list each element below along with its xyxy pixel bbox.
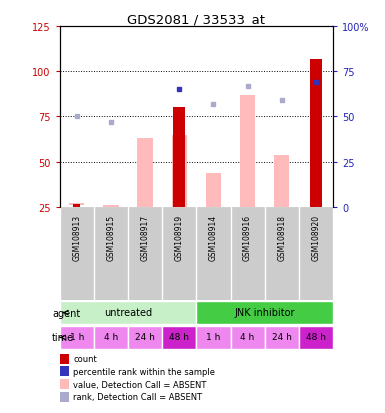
Text: GSM108915: GSM108915 (106, 214, 115, 260)
Text: 4 h: 4 h (241, 332, 255, 342)
Text: rank, Detection Call = ABSENT: rank, Detection Call = ABSENT (73, 392, 202, 401)
Text: agent: agent (52, 308, 80, 318)
Title: GDS2081 / 33533_at: GDS2081 / 33533_at (127, 13, 265, 26)
Bar (137, 139, 153, 207)
Text: 48 h: 48 h (169, 332, 189, 342)
Bar (60, 326, 94, 349)
Text: GSM108914: GSM108914 (209, 214, 218, 260)
Bar (231, 326, 264, 349)
Text: percentile rank within the sample: percentile rank within the sample (73, 367, 215, 376)
Text: 1 h: 1 h (70, 332, 84, 342)
Text: JNK inhibitor: JNK inhibitor (234, 307, 295, 317)
Bar (103, 206, 119, 207)
Bar (162, 326, 196, 349)
Text: GSM108920: GSM108920 (311, 214, 320, 260)
Bar (172, 135, 187, 207)
Bar (128, 326, 162, 349)
Text: value, Detection Call = ABSENT: value, Detection Call = ABSENT (73, 380, 206, 389)
Bar (173, 108, 185, 207)
Bar (196, 301, 333, 324)
Text: GSM108916: GSM108916 (243, 214, 252, 260)
Text: untreated: untreated (104, 307, 152, 317)
Text: GSM108919: GSM108919 (175, 214, 184, 260)
Text: GSM108918: GSM108918 (277, 214, 286, 260)
Bar (240, 95, 255, 207)
Bar (299, 326, 333, 349)
Text: 24 h: 24 h (135, 332, 155, 342)
Bar (196, 326, 231, 349)
Bar (69, 204, 84, 206)
Text: GSM108913: GSM108913 (72, 214, 81, 260)
Bar (206, 173, 221, 207)
Bar (60, 301, 196, 324)
Text: 24 h: 24 h (272, 332, 292, 342)
Text: time: time (52, 332, 74, 343)
Text: 48 h: 48 h (306, 332, 326, 342)
Text: 1 h: 1 h (206, 332, 221, 342)
Bar (264, 326, 299, 349)
Bar (73, 205, 80, 207)
Bar (310, 59, 322, 207)
Bar (274, 155, 290, 207)
Bar (94, 326, 128, 349)
Text: count: count (73, 354, 97, 363)
Text: GSM108917: GSM108917 (141, 214, 150, 260)
Text: 4 h: 4 h (104, 332, 118, 342)
